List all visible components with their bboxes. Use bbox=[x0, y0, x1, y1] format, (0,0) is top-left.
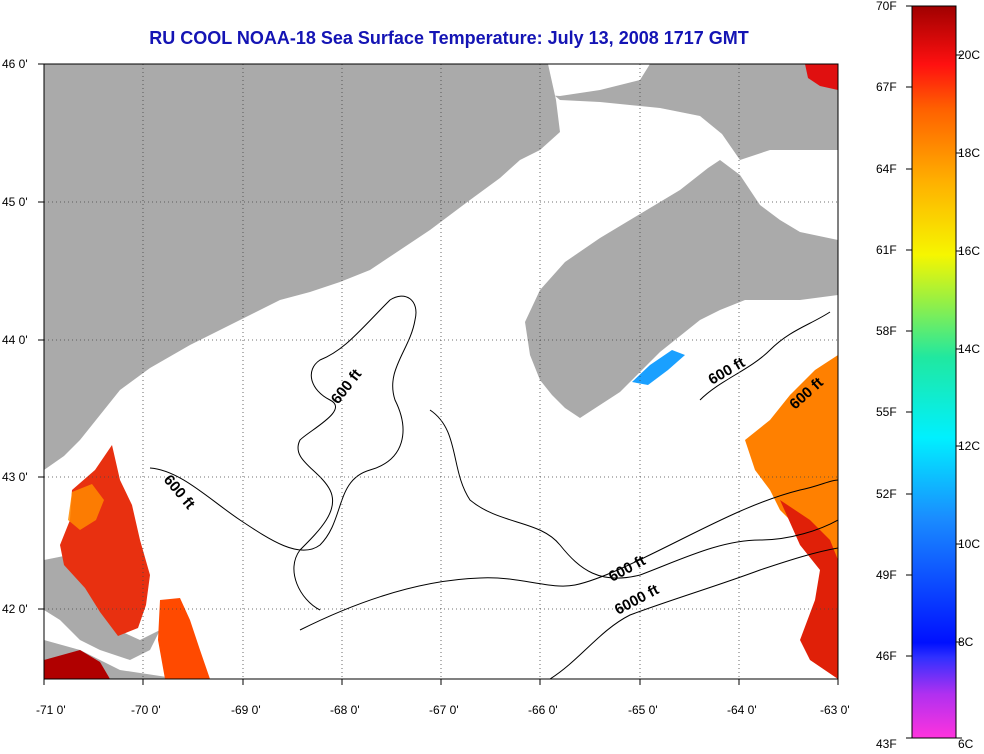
axis-ticks bbox=[38, 63, 839, 685]
longitude-labels: -71 0' -70 0' -69 0' -68 0' -67 0' -66 0… bbox=[36, 703, 850, 717]
land-maine-coast bbox=[44, 64, 560, 470]
contour-600ft-gulf bbox=[149, 295, 417, 611]
sst-patch-nantucket-shoals bbox=[44, 650, 110, 679]
cb-f-label-5: 58F bbox=[876, 324, 897, 338]
colorbar-fahrenheit-labels: 70F 67F 64F 61F 58F 55F 52F 49F 46F 43F bbox=[876, 0, 897, 751]
lon-label-7: -65 0' bbox=[628, 703, 658, 717]
sst-patch-eastern-warm bbox=[745, 355, 838, 580]
colorbar-ticks bbox=[906, 5, 962, 739]
lat-label-5: 42 0' bbox=[2, 602, 28, 616]
cb-c-label-8: 6C bbox=[958, 737, 974, 751]
land-nova-scotia bbox=[525, 160, 838, 418]
sst-patch-northeast-corner bbox=[805, 64, 838, 90]
contour-600ft-mid bbox=[429, 409, 838, 579]
sst-patch-massachusetts-bay-warm bbox=[68, 484, 104, 530]
lat-label-1: 46 0' bbox=[2, 57, 28, 71]
latitude-labels: 46 0' 45 0' 44 0' 43 0' 42 0' bbox=[2, 57, 28, 616]
land-maine-newbrunswick bbox=[44, 64, 838, 160]
cb-f-label-7: 52F bbox=[876, 487, 897, 501]
cb-f-label-3: 64F bbox=[876, 162, 897, 176]
cb-c-label-6: 10C bbox=[958, 537, 980, 551]
lon-label-8: -64 0' bbox=[727, 703, 757, 717]
cb-f-label-8: 49F bbox=[876, 568, 897, 582]
lat-label-3: 44 0' bbox=[2, 333, 28, 347]
graticule bbox=[44, 64, 838, 679]
lat-label-4: 43 0' bbox=[2, 470, 28, 484]
cb-f-label-4: 61F bbox=[876, 243, 897, 257]
cb-f-label-2: 67F bbox=[876, 80, 897, 94]
cb-f-label-6: 55F bbox=[876, 405, 897, 419]
depth-contours bbox=[149, 295, 838, 679]
map-title: RU COOL NOAA-18 Sea Surface Temperature:… bbox=[149, 28, 749, 48]
cb-c-label-7: 8C bbox=[958, 635, 974, 649]
sst-patch-ns-coast-cool bbox=[632, 350, 685, 385]
lat-label-2: 45 0' bbox=[2, 195, 28, 209]
cb-f-label-9: 46F bbox=[876, 649, 897, 663]
colorbar bbox=[911, 5, 957, 739]
colorbar-celsius-labels: 20C 18C 16C 14C 12C 10C 8C 6C bbox=[958, 48, 980, 751]
lon-label-9: -63 0' bbox=[820, 703, 850, 717]
contour-600ft-scotian bbox=[699, 311, 831, 401]
lon-label-2: -70 0' bbox=[131, 703, 161, 717]
sst-patch-eastern-hot bbox=[780, 500, 838, 679]
lon-label-1: -71 0' bbox=[36, 703, 66, 717]
contour-6000ft bbox=[549, 547, 838, 679]
sst-patch-cape-cod-east bbox=[158, 598, 210, 679]
cb-f-label-10: 43F bbox=[876, 737, 897, 751]
lon-label-6: -66 0' bbox=[528, 703, 558, 717]
lon-label-3: -69 0' bbox=[231, 703, 261, 717]
lon-label-4: -68 0' bbox=[330, 703, 360, 717]
cb-f-label-1: 70F bbox=[876, 0, 897, 13]
lon-label-5: -67 0' bbox=[429, 703, 459, 717]
cb-c-label-5: 12C bbox=[958, 439, 980, 453]
cb-c-label-1: 20C bbox=[958, 48, 980, 62]
cb-c-label-3: 16C bbox=[958, 244, 980, 258]
cb-c-label-4: 14C bbox=[958, 342, 980, 356]
cb-c-label-2: 18C bbox=[958, 146, 980, 160]
